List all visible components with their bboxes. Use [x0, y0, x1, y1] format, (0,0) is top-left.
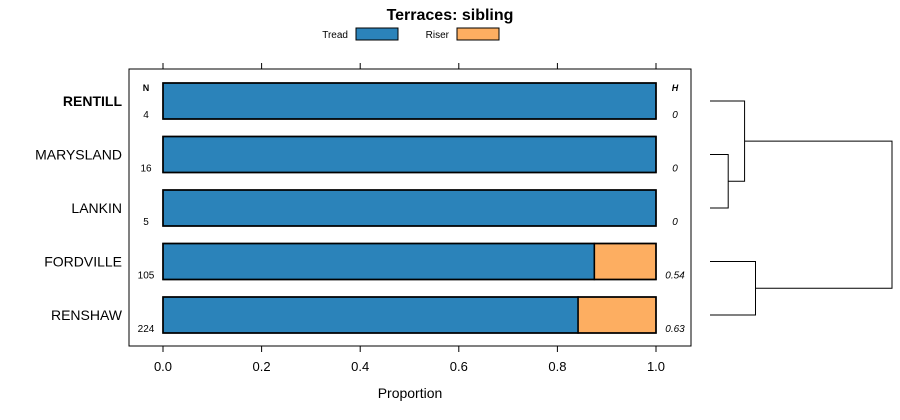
legend-label-tread: Tread [322, 30, 348, 41]
x-tick-label: 0.2 [253, 359, 271, 374]
h-column-header: H [672, 83, 679, 93]
bar-tread-rentill [162, 82, 657, 120]
n-value-lankin: 5 [143, 217, 149, 228]
h-value-fordville: 0.54 [665, 271, 685, 282]
chart-title: Terraces: sibling [387, 7, 514, 24]
row-labels: RENTILL 4 0 MARYSLAND 16 0 LANKIN 5 0 FORDVILLE 10… [35, 93, 685, 335]
x-axis-label: Proportion [378, 385, 443, 401]
n-value-marysland: 16 [140, 164, 152, 175]
bar-tread-renshaw [162, 296, 579, 334]
h-value-rentill: 0 [672, 110, 678, 121]
n-value-renshaw: 224 [138, 324, 155, 335]
bar-riser-fordville [593, 242, 657, 281]
n-value-rentill: 4 [143, 110, 149, 121]
legend-swatch-tread [355, 27, 399, 41]
bar-outline-marysland [162, 135, 657, 174]
x-tick-label: 1.0 [647, 359, 665, 374]
x-tick-label: 0.8 [548, 359, 566, 374]
bar-tread-fordville [162, 242, 596, 281]
dendrogram-branch-2 [710, 100, 746, 182]
dendrogram-branch-4 [744, 140, 893, 289]
category-label-lankin: LANKIN [71, 200, 122, 216]
bars-layer [162, 82, 657, 334]
bar-outline-rentill [162, 82, 657, 120]
category-label-rentill: RENTILL [63, 93, 123, 109]
bar-outline-fordville [162, 242, 657, 281]
n-value-fordville: 105 [138, 271, 155, 282]
category-label-marysland: MARYSLAND [35, 147, 122, 163]
dendrogram-branch-1 [710, 154, 729, 209]
h-value-renshaw: 0.63 [665, 324, 685, 335]
category-label-renshaw: RENSHAW [51, 307, 123, 323]
x-tick-label: 0.0 [154, 359, 172, 374]
dendrogram [710, 100, 893, 316]
bar-tread-marysland [162, 135, 657, 174]
h-value-marysland: 0 [672, 164, 678, 175]
x-axis: 0.0 0.2 0.4 0.6 0.8 1.0 [154, 63, 665, 374]
legend-swatch-riser [456, 27, 500, 41]
h-value-lankin: 0 [672, 217, 678, 228]
bar-outline-lankin [162, 189, 657, 227]
plot-frame [128, 68, 692, 347]
bar-riser-renshaw [577, 296, 657, 334]
legend: Tread Riser [322, 27, 500, 41]
x-tick-label: 0.4 [351, 359, 369, 374]
category-label-fordville: FORDVILLE [44, 254, 122, 270]
bar-tread-lankin [162, 189, 657, 227]
dendrogram-branch-3 [710, 261, 756, 316]
x-tick-label: 0.6 [450, 359, 468, 374]
n-column-header: N [143, 83, 150, 93]
bar-outline-renshaw [162, 296, 657, 334]
legend-label-riser: Riser [426, 30, 450, 41]
